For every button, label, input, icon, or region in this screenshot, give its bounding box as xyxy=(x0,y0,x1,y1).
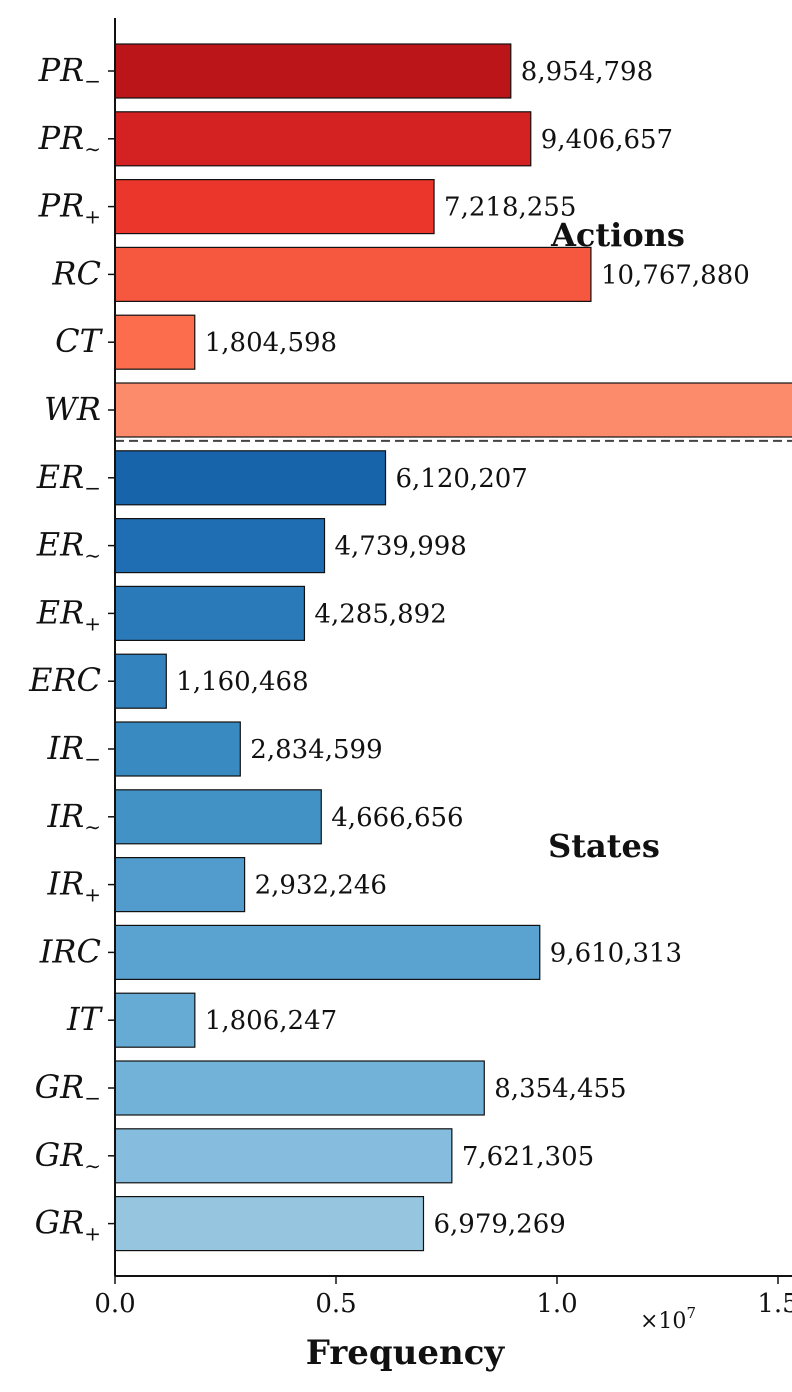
bar-13 xyxy=(114,924,541,981)
bar-5 xyxy=(114,382,792,438)
bar-16 xyxy=(114,1128,453,1184)
bar-3 xyxy=(114,246,592,302)
value-label-2: 7,218,255 xyxy=(444,193,576,223)
value-label-13: 9,610,313 xyxy=(550,938,682,968)
value-label-4: 1,804,598 xyxy=(205,328,337,358)
x-axis-multiplier: ×107 xyxy=(640,1304,696,1334)
bar-6 xyxy=(114,450,387,506)
category-label-13: IRC xyxy=(39,932,101,970)
category-label-10: IR− xyxy=(47,729,102,771)
category-label-9: ERC xyxy=(28,661,101,699)
category-label-4: CT xyxy=(55,322,103,360)
bar-15 xyxy=(114,1060,485,1116)
bar-2 xyxy=(114,179,435,235)
category-label-2: PR+ xyxy=(38,187,101,229)
x-tick-label-3: 1.5 xyxy=(757,1289,792,1319)
x-tick-label-2: 1.0 xyxy=(536,1289,577,1319)
category-label-6: ER− xyxy=(36,458,101,500)
bar-9 xyxy=(114,653,167,709)
bar-1 xyxy=(114,111,532,167)
bar-12 xyxy=(114,856,246,913)
x-tick-label-1: 0.5 xyxy=(315,1289,356,1319)
bar-8 xyxy=(114,585,306,642)
category-label-1: PR∼ xyxy=(38,119,101,161)
bar-17 xyxy=(114,1195,425,1252)
x-tick-label-0: 0.0 xyxy=(94,1289,135,1319)
category-label-3: RC xyxy=(51,254,101,292)
value-label-12: 2,932,246 xyxy=(255,871,387,901)
category-label-16: GR∼ xyxy=(35,1136,101,1178)
value-label-6: 6,120,207 xyxy=(396,464,528,494)
bar-14 xyxy=(114,992,196,1048)
category-label-5: WR xyxy=(44,390,101,428)
category-label-11: IR∼ xyxy=(47,797,102,839)
category-label-12: IR+ xyxy=(47,865,102,907)
bar-4 xyxy=(114,314,196,370)
value-label-8: 4,285,892 xyxy=(314,599,446,629)
category-label-7: ER∼ xyxy=(36,526,101,568)
bar-0 xyxy=(114,43,512,99)
bar-7 xyxy=(114,517,326,574)
category-label-17: GR+ xyxy=(35,1204,101,1246)
value-label-15: 8,354,455 xyxy=(494,1074,626,1104)
value-label-11: 4,666,656 xyxy=(331,803,463,833)
category-label-14: IT xyxy=(66,1000,104,1038)
value-label-3: 10,767,880 xyxy=(601,260,750,290)
value-label-16: 7,621,305 xyxy=(462,1142,594,1172)
value-label-7: 4,739,998 xyxy=(335,532,467,562)
value-label-14: 1,806,247 xyxy=(205,1006,337,1036)
bar-11 xyxy=(114,789,322,845)
value-label-9: 1,160,468 xyxy=(176,667,308,697)
value-label-1: 9,406,657 xyxy=(541,125,673,155)
bar-10 xyxy=(114,721,241,777)
value-label-10: 2,834,599 xyxy=(250,735,382,765)
category-label-0: PR− xyxy=(38,51,101,93)
group-label-states: States xyxy=(548,827,660,865)
x-axis-title: Frequency xyxy=(306,1333,506,1373)
value-label-17: 6,979,269 xyxy=(433,1210,565,1240)
value-label-0: 8,954,798 xyxy=(521,57,653,87)
category-label-15: GR− xyxy=(35,1068,101,1110)
category-label-8: ER+ xyxy=(36,593,101,635)
group-label-actions: Actions xyxy=(550,216,685,254)
